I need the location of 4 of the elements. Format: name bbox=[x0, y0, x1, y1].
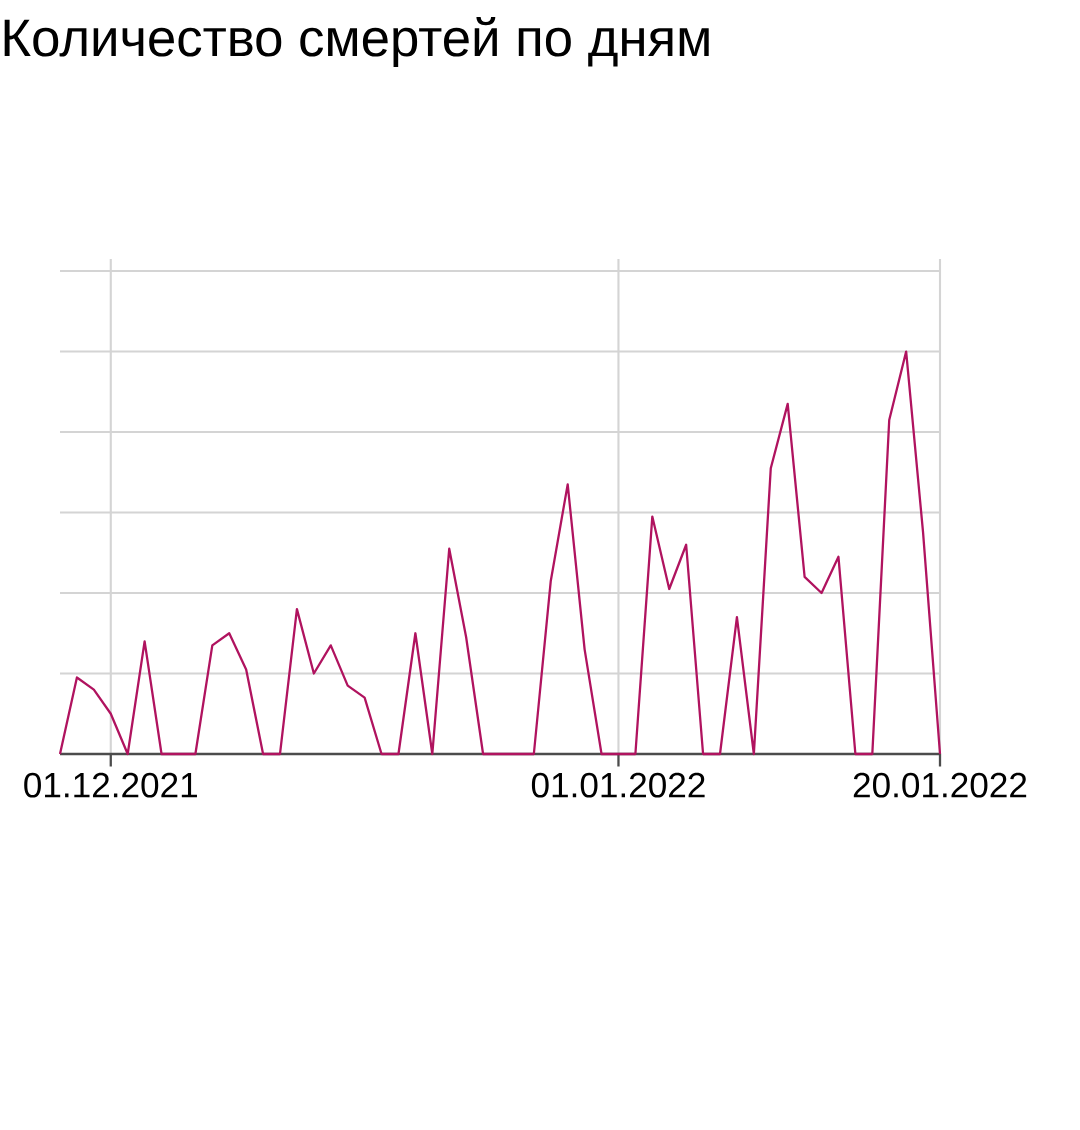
x-tick-label: 01.01.2022 bbox=[531, 772, 705, 798]
x-tick-label: 20.01.2022 bbox=[853, 772, 1027, 798]
x-tick-label: 01.12.2021 bbox=[24, 772, 197, 798]
chart-title: Количество смертей по дням bbox=[4, 16, 709, 68]
